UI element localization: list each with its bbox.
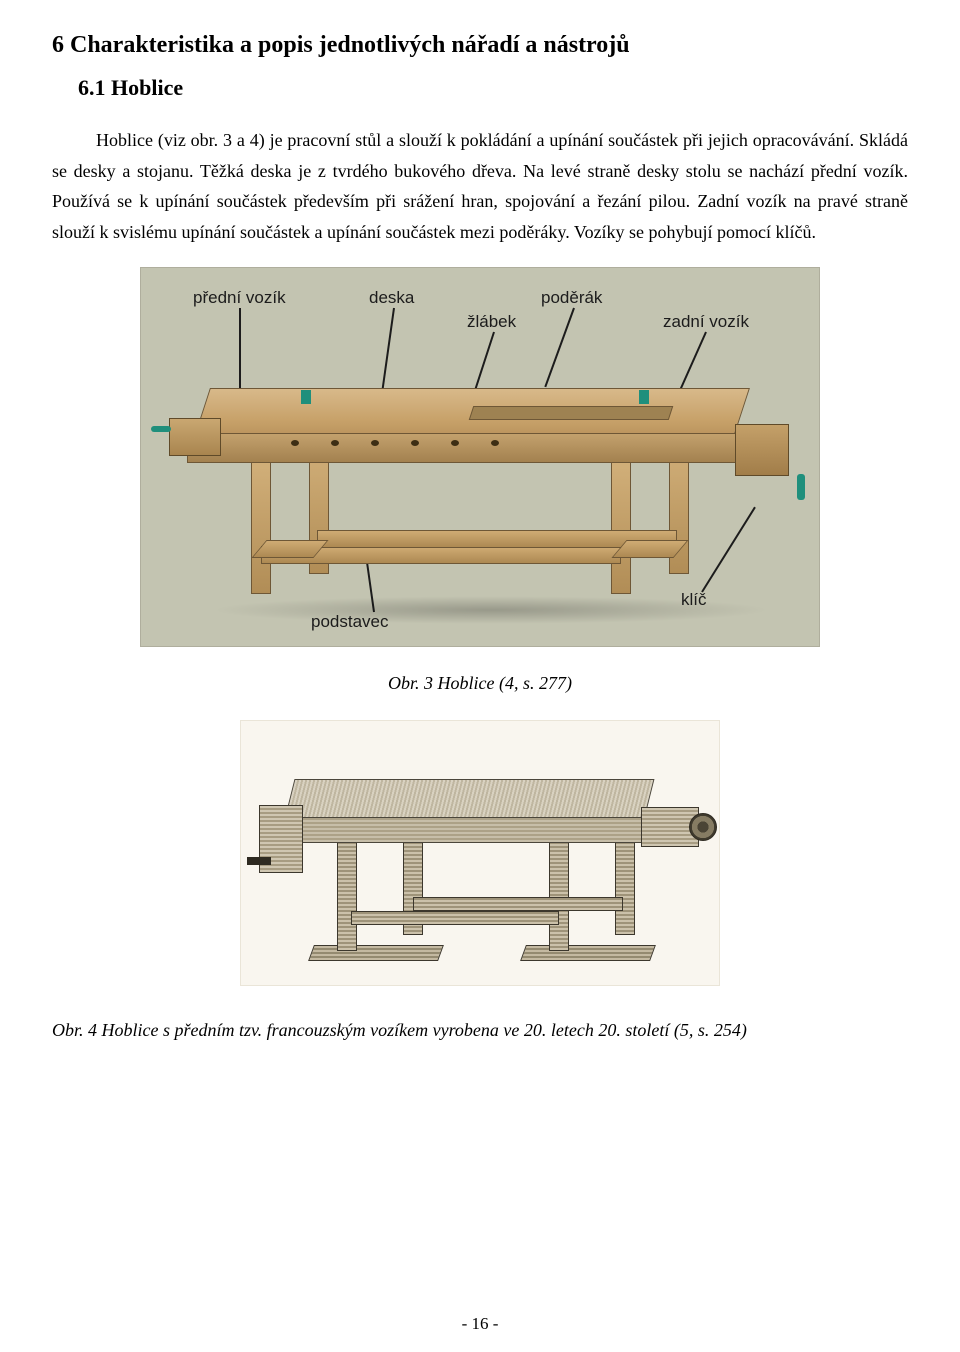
wb2-front-vise-screw — [247, 857, 271, 865]
front-vise — [169, 418, 221, 456]
label-deska: deska — [369, 288, 414, 308]
wb2-leg — [337, 839, 357, 951]
figure-1-container: přední vozík deska žlábek poděrák zadní … — [52, 267, 908, 647]
figure-2-caption: Obr. 4 Hoblice s předním tzv. francouzsk… — [52, 1020, 908, 1041]
figure-2-container — [52, 720, 908, 986]
wb2-stretcher — [351, 911, 559, 925]
figure-2-workbench-engraving — [240, 720, 720, 986]
section-heading: 6 Charakteristika a popis jednotlivých n… — [52, 32, 908, 59]
wb2-leg — [549, 839, 569, 951]
figure-1-workbench-diagram: přední vozík deska žlábek poděrák zadní … — [140, 267, 820, 647]
label-zadni-vozik: zadní vozík — [663, 312, 749, 332]
page-number: - 16 - — [0, 1314, 960, 1334]
wb2-stretcher — [413, 897, 623, 911]
label-predni-vozik: přední vozík — [193, 288, 286, 308]
body-text: Hoblice (viz obr. 3 a 4) je pracovní stů… — [52, 130, 908, 242]
bench-top-front — [187, 433, 747, 463]
rear-vise-handle — [797, 474, 805, 500]
bench-leg — [611, 458, 631, 594]
figure-1-caption: Obr. 3 Hoblice (4, s. 277) — [52, 673, 908, 694]
wb2-foot — [308, 945, 444, 961]
bench-dog — [639, 390, 649, 404]
wb2-rear-vise-wheel — [689, 813, 717, 841]
front-vise-handle — [151, 426, 171, 432]
label-zlabek: žlábek — [467, 312, 516, 332]
leader-line — [701, 507, 756, 593]
bench-dog — [301, 390, 311, 404]
wb2-top-front — [279, 817, 657, 843]
leader-line — [544, 308, 575, 388]
body-paragraph: Hoblice (viz obr. 3 a 4) je pracovní stů… — [52, 125, 908, 247]
rear-vise — [735, 424, 789, 476]
bench-leg — [251, 458, 271, 594]
bench-groove — [469, 406, 674, 420]
label-poderak: poděrák — [541, 288, 602, 308]
wb2-foot — [520, 945, 656, 961]
bench-shadow — [211, 596, 771, 624]
subsection-heading: 6.1 Hoblice — [52, 75, 908, 101]
